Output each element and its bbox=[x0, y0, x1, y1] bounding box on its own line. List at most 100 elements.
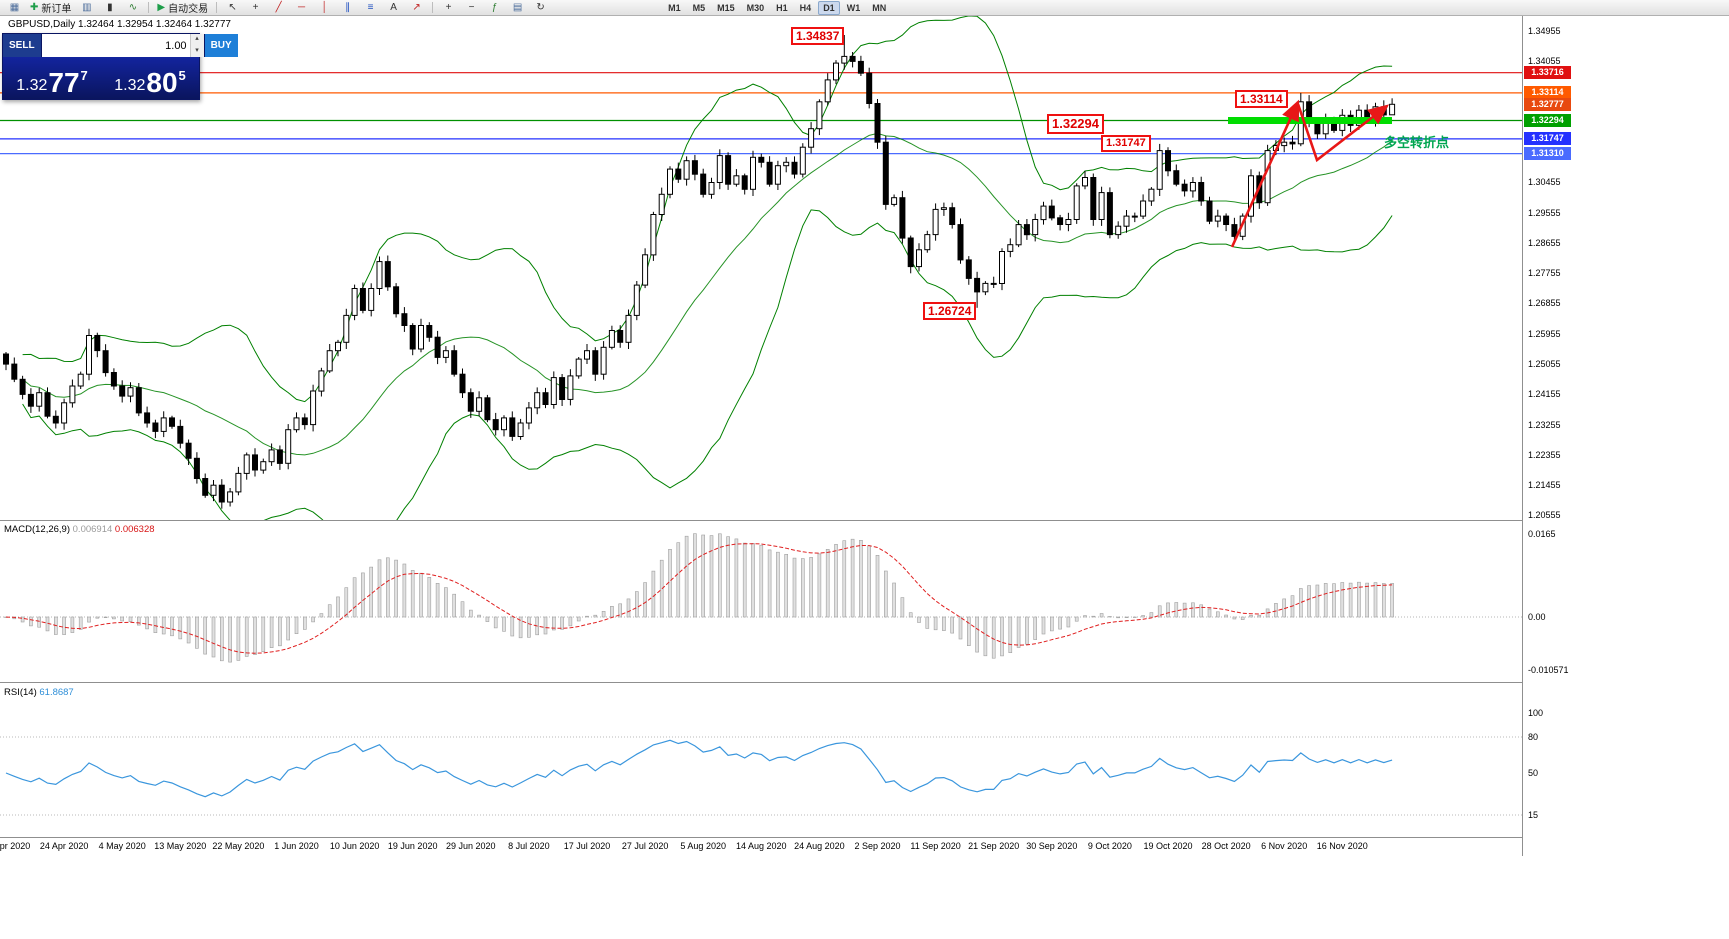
date-label: 29 Jun 2020 bbox=[446, 841, 496, 851]
price-tick-label: 1.34055 bbox=[1528, 56, 1561, 67]
volume-decrease-button[interactable]: ▾ bbox=[190, 45, 204, 57]
timeframe-h4-button[interactable]: H4 bbox=[799, 2, 812, 13]
panel-separator[interactable] bbox=[0, 682, 1522, 683]
macd-signal-value: 0.006328 bbox=[114, 524, 155, 535]
channel-icon[interactable]: ∥ bbox=[345, 1, 351, 13]
price-label-annotation[interactable]: 1.34837 bbox=[791, 27, 845, 46]
sell-price[interactable]: 1.32 77 7 bbox=[3, 57, 101, 99]
trendline-icon[interactable]: ╱ bbox=[275, 1, 282, 13]
volume-input[interactable] bbox=[41, 34, 190, 57]
price-tick-label: 1.21455 bbox=[1528, 480, 1561, 490]
price-label-annotation[interactable]: 1.32294 bbox=[1047, 114, 1104, 134]
price-tick-label: 1.27755 bbox=[1528, 268, 1561, 279]
timeframe-m1-button[interactable]: M1 bbox=[668, 2, 681, 13]
date-label: 24 Apr 2020 bbox=[39, 841, 89, 851]
new-order-button[interactable]: ✚ 新订单 bbox=[30, 1, 72, 15]
panel-separator[interactable] bbox=[0, 520, 1522, 521]
cursor-icon[interactable]: ↖ bbox=[228, 1, 237, 13]
date-label: 17 Jul 2020 bbox=[563, 841, 611, 851]
fibonacci-icon[interactable]: ≡ bbox=[367, 1, 374, 13]
price-tick-label: 1.26855 bbox=[1528, 298, 1561, 309]
buy-price[interactable]: 1.32 80 5 bbox=[101, 57, 199, 99]
macd-axis-label: 0.0165 bbox=[1528, 529, 1556, 539]
timeframe-m30-button[interactable]: M30 bbox=[746, 2, 765, 13]
toolbar-separator bbox=[216, 2, 218, 13]
price-label-annotation[interactable]: 1.31747 bbox=[1101, 135, 1151, 153]
date-label: 2 Sep 2020 bbox=[854, 841, 901, 851]
refresh-icon[interactable]: ↻ bbox=[536, 1, 545, 13]
toolbar-separator bbox=[148, 2, 150, 13]
chart-ohlc-values: 1.32464 1.32954 1.32464 1.32777 bbox=[78, 19, 231, 30]
autotrading-button[interactable]: ▶ 自动交易 bbox=[157, 1, 209, 15]
price-tick-label: 1.28655 bbox=[1528, 237, 1561, 248]
price-tick-label: 1.25955 bbox=[1528, 328, 1561, 339]
sell-price-pips: 77 bbox=[48, 67, 80, 98]
indicators-icon[interactable]: ƒ bbox=[491, 1, 498, 13]
arrow-object-icon[interactable]: ↗ bbox=[412, 1, 421, 13]
price-label-annotation[interactable]: 1.33114 bbox=[1235, 90, 1288, 109]
horizontal-line-icon[interactable]: ─ bbox=[298, 1, 306, 13]
rsi-panel-canvas[interactable] bbox=[0, 684, 1522, 837]
sell-button[interactable]: SELL bbox=[3, 34, 42, 57]
sell-price-frac: 7 bbox=[80, 68, 88, 83]
date-label: 22 May 2020 bbox=[212, 841, 265, 851]
timeframe-w1-button[interactable]: W1 bbox=[846, 2, 861, 13]
date-label: 19 Oct 2020 bbox=[1143, 841, 1193, 851]
price-tick-label: 1.30455 bbox=[1528, 177, 1561, 188]
macd-name: MACD(12,26,9) bbox=[4, 524, 70, 535]
date-label: 9 Oct 2020 bbox=[1087, 841, 1132, 851]
crosshair-icon[interactable]: + bbox=[252, 1, 259, 13]
date-label: 21 Sep 2020 bbox=[968, 841, 1020, 851]
timeframe-m15-button[interactable]: M15 bbox=[717, 2, 735, 13]
text-label-icon[interactable]: A bbox=[390, 1, 397, 13]
rsi-name: RSI(14) bbox=[4, 687, 37, 698]
timeframe-d1-button[interactable]: D1 bbox=[818, 0, 840, 15]
window-layout-icon[interactable]: ▦ bbox=[9, 1, 20, 13]
date-label: 14 Aug 2020 bbox=[736, 841, 787, 851]
date-label: 10 Jun 2020 bbox=[329, 841, 380, 851]
chart-candle-icon[interactable]: ▮ bbox=[107, 1, 113, 13]
date-label: 11 Sep 2020 bbox=[910, 841, 961, 851]
price-chart-canvas[interactable] bbox=[0, 15, 1522, 520]
price-tick-label: 1.20555 bbox=[1528, 510, 1561, 521]
panel-separator[interactable] bbox=[0, 837, 1522, 838]
buy-button[interactable]: BUY bbox=[204, 34, 238, 57]
macd-indicator-label: MACD(12,26,9) 0.006914 0.006328 bbox=[4, 524, 155, 535]
sell-price-base: 1.32 bbox=[16, 77, 48, 94]
macd-panel-canvas[interactable] bbox=[0, 521, 1522, 682]
date-label: 1 Jun 2020 bbox=[274, 841, 319, 851]
price-tick-label: 1.24155 bbox=[1528, 389, 1561, 400]
price-level-badge: 1.33716 bbox=[1524, 66, 1571, 80]
toolbar-separator bbox=[432, 2, 434, 13]
date-label: 6 Nov 2020 bbox=[1261, 841, 1308, 851]
volume-increase-button[interactable]: ▴ bbox=[190, 34, 204, 46]
date-label: 24 Aug 2020 bbox=[794, 841, 845, 851]
volume-stepper: ▴ ▾ bbox=[189, 34, 204, 57]
buy-price-pips: 80 bbox=[146, 67, 178, 98]
trend-note-annotation[interactable]: 多空转折点 bbox=[1384, 135, 1450, 150]
macd-main-value: 0.006914 bbox=[72, 524, 113, 535]
rsi-axis-label: 50 bbox=[1528, 768, 1539, 778]
price-tick-label: 1.25055 bbox=[1528, 359, 1561, 369]
price-axis[interactable]: 1.34955 1.34055 1.30455 1.29555 1.28655 1.277… bbox=[1522, 15, 1729, 856]
vertical-line-icon[interactable]: │ bbox=[321, 1, 328, 13]
rsi-axis-label: 100 bbox=[1528, 708, 1544, 718]
rsi-axis-label: 80 bbox=[1528, 732, 1539, 742]
date-label: 13 May 2020 bbox=[154, 841, 207, 851]
chart-line-icon[interactable]: ∿ bbox=[128, 1, 138, 13]
templates-icon[interactable]: ▤ bbox=[512, 1, 523, 13]
volume-field: ▴ ▾ bbox=[41, 34, 205, 57]
time-axis[interactable]: 14 Apr 2020 24 Apr 2020 4 May 2020 13 May 2… bbox=[0, 838, 1522, 856]
date-label: 8 Jul 2020 bbox=[508, 841, 550, 851]
zoom-in-icon[interactable]: + bbox=[445, 1, 452, 13]
timeframe-m5-button[interactable]: M5 bbox=[692, 2, 706, 13]
date-label: 14 Apr 2020 bbox=[0, 841, 31, 851]
zoom-out-icon[interactable]: − bbox=[468, 1, 475, 13]
price-level-badge: 1.32777 bbox=[1524, 97, 1571, 111]
price-label-annotation[interactable]: 1.26724 bbox=[923, 302, 977, 321]
chart-bar-icon[interactable]: ▥ bbox=[82, 1, 92, 13]
timeframe-mn-button[interactable]: MN bbox=[872, 2, 887, 13]
timeframe-h1-button[interactable]: H1 bbox=[776, 2, 788, 13]
